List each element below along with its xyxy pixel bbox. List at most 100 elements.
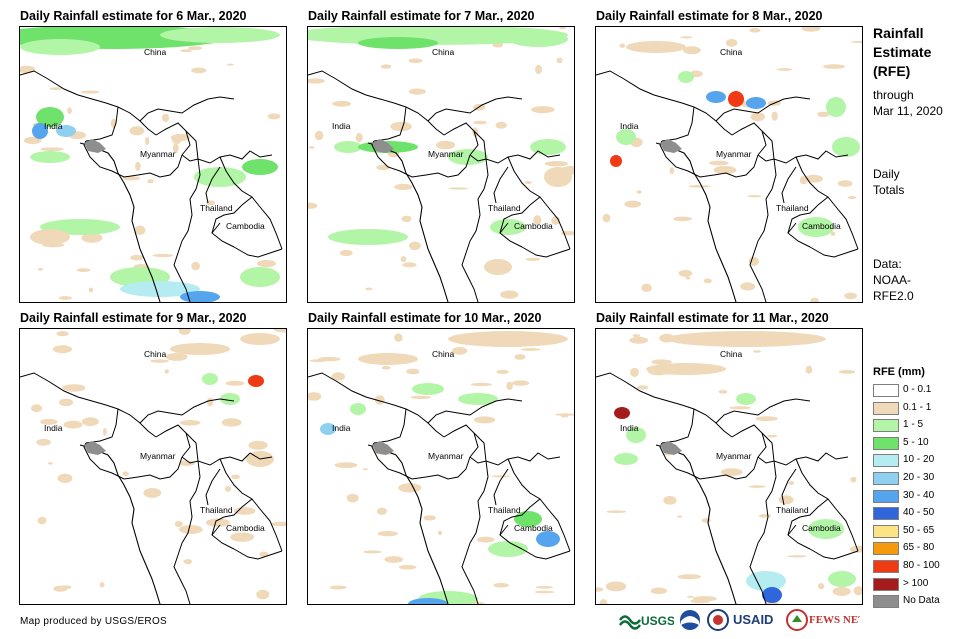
rainfall-patch xyxy=(49,87,63,90)
rainfall-patch xyxy=(162,113,169,122)
rainfall-patch xyxy=(67,107,72,114)
map-label-myanmar: Myanmar xyxy=(716,149,752,159)
coastline xyxy=(367,444,449,604)
rainfall-map: China India Myanmar Thailand Cambodia xyxy=(596,331,862,604)
rainfall-patch xyxy=(308,202,318,209)
rainfall-patch xyxy=(20,65,36,74)
rainfall-patch xyxy=(493,583,509,588)
rainfall-patch xyxy=(180,49,192,53)
country-boundary xyxy=(499,524,509,536)
country-boundary xyxy=(761,130,775,160)
rainfall-patch xyxy=(224,486,232,492)
rainfall-patch xyxy=(358,353,418,365)
rainfall-patch xyxy=(240,267,280,287)
rainfall-patch xyxy=(495,121,507,129)
legend-label: 50 - 65 xyxy=(903,524,935,536)
country-boundary xyxy=(473,432,487,462)
rainfall-patch xyxy=(122,176,141,181)
rainfall-patch xyxy=(437,530,443,535)
legend-swatch xyxy=(873,454,899,468)
map-label-myanmar: Myanmar xyxy=(716,451,752,461)
rainfall-patch xyxy=(248,375,264,387)
country-boundary xyxy=(761,432,775,462)
legend-label: > 100 xyxy=(903,577,929,589)
rainfall-patch xyxy=(748,485,766,488)
rainfall-patch xyxy=(514,354,526,360)
country-boundary xyxy=(499,498,541,550)
legend-label: 80 - 100 xyxy=(903,560,940,571)
country-boundary xyxy=(85,106,119,142)
rainfall-patch xyxy=(178,329,191,335)
rainfall-patch xyxy=(683,46,701,55)
rainfall-patch xyxy=(36,107,64,127)
rainfall-patch xyxy=(678,71,694,83)
map-label-thailand: Thailand xyxy=(200,505,233,515)
panel-title-8-mar: Daily Rainfall estimate for 8 Mar., 2020 xyxy=(596,9,823,23)
rainfall-patch xyxy=(398,483,422,493)
rainfall-patch xyxy=(686,595,694,598)
rainfall-patch xyxy=(473,416,496,424)
rainfall-patch xyxy=(230,532,255,542)
rainfall-patch xyxy=(102,428,107,436)
rainfall-patch xyxy=(720,468,743,476)
rainfall-patch xyxy=(36,438,51,446)
rainfall-patch xyxy=(37,516,47,525)
rainfall-patch xyxy=(544,167,572,187)
rainfall-patch xyxy=(318,356,341,362)
rainfall-patch xyxy=(129,126,145,136)
rainfall-patch xyxy=(408,598,448,604)
rainfall-patch xyxy=(636,190,642,194)
panel-title-11-mar: Daily Rainfall estimate for 11 Mar., 202… xyxy=(596,311,829,325)
side-data-src1: NOAA- xyxy=(873,273,912,287)
rainfall-patch xyxy=(145,137,150,145)
no-data-area xyxy=(84,441,106,455)
panel-title-9-mar: Daily Rainfall estimate for 9 Mar., 2020 xyxy=(20,311,247,325)
rainfall-patch xyxy=(511,380,530,386)
legend-swatch xyxy=(873,560,899,573)
country-boundary xyxy=(749,542,767,604)
rainfall-patch xyxy=(122,471,129,476)
map-label-china: China xyxy=(144,47,166,57)
rainfall-patch xyxy=(412,383,444,395)
rainfall-patch xyxy=(308,78,325,84)
rainfall-patch xyxy=(558,27,567,30)
map-label-india: India xyxy=(44,121,63,131)
rainfall-patch xyxy=(488,541,528,557)
rainfall-patch xyxy=(544,161,568,167)
country-boundary xyxy=(211,498,253,550)
rainfall-patch xyxy=(174,520,183,528)
side-title: Rainfall Estimate (RFE) xyxy=(873,24,931,81)
rainfall-patch xyxy=(804,174,823,183)
rainfall-patch xyxy=(629,336,649,344)
rainfall-patch xyxy=(170,133,190,142)
side-totals: Totals xyxy=(873,183,905,197)
country-boundary xyxy=(139,96,235,122)
rainfall-patch xyxy=(706,91,726,103)
map-panel-11-mar: China India Myanmar Thailand Cambodia xyxy=(595,328,863,605)
country-boundary xyxy=(233,548,283,560)
map-label-thailand: Thailand xyxy=(776,203,809,213)
coastline xyxy=(655,444,737,604)
country-boundary xyxy=(715,96,811,122)
rainfall-patch xyxy=(256,589,270,600)
map-label-myanmar: Myanmar xyxy=(140,149,176,159)
map-label-cambodia: Cambodia xyxy=(226,221,265,231)
rainfall-patch xyxy=(448,187,469,190)
country-boundary xyxy=(461,240,479,302)
side-data-src2: RFE2.0 xyxy=(873,289,914,303)
country-boundary xyxy=(731,122,767,156)
rainfall-patch xyxy=(808,519,844,539)
rainfall-patch xyxy=(473,120,487,125)
rainfall-patch xyxy=(350,403,366,415)
rainfall-patch xyxy=(560,231,574,236)
rainfall-patch xyxy=(749,28,761,33)
country-boundary xyxy=(469,452,561,466)
rainfall-patch xyxy=(225,380,245,386)
rainfall-patch xyxy=(506,381,513,391)
rainfall-patch xyxy=(677,515,683,518)
map-label-thailand: Thailand xyxy=(488,203,521,213)
rainfall-patch xyxy=(747,195,762,198)
legend-label: 30 - 40 xyxy=(903,489,935,501)
map-label-myanmar: Myanmar xyxy=(428,451,464,461)
rainfall-patch xyxy=(147,179,154,184)
